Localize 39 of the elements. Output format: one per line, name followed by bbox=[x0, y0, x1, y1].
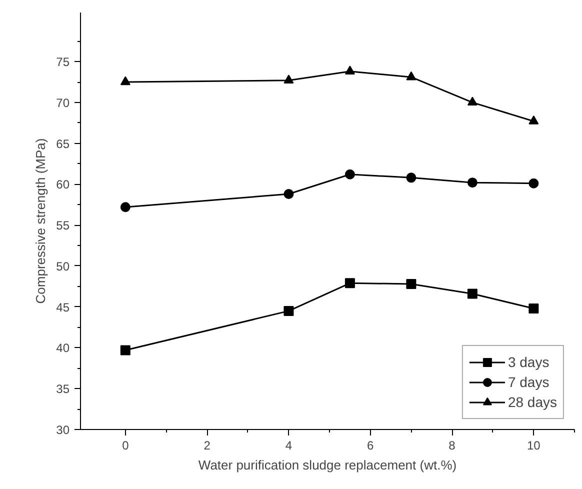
x-tick-label: 10 bbox=[527, 438, 541, 452]
point bbox=[528, 303, 539, 314]
x-tick-label: 2 bbox=[204, 438, 211, 452]
point bbox=[284, 189, 294, 200]
point bbox=[284, 74, 294, 84]
y-tick-label: 70 bbox=[56, 96, 70, 110]
y-tick-label: 40 bbox=[56, 341, 70, 356]
legend-label: 7 days bbox=[508, 374, 550, 390]
point bbox=[120, 76, 130, 86]
point bbox=[344, 278, 355, 288]
point bbox=[528, 178, 539, 188]
x-axis-title: Water purification sludge replacement (wt.%) bbox=[198, 458, 457, 472]
point bbox=[284, 306, 294, 316]
y-axis-title: Compressive strength (MPa) bbox=[33, 138, 48, 304]
point bbox=[120, 202, 130, 212]
point bbox=[406, 278, 416, 289]
legend-label: 28 days bbox=[508, 394, 557, 410]
point bbox=[344, 66, 355, 74]
x-tick-label: 0 bbox=[122, 438, 130, 452]
y-tick-label: 75 bbox=[56, 55, 70, 70]
x-tick-label: 6 bbox=[367, 438, 374, 452]
point bbox=[344, 169, 355, 180]
y-tick-label: 35 bbox=[56, 382, 70, 396]
y-tick-label: 60 bbox=[56, 178, 70, 192]
y-tick-label: 30 bbox=[56, 423, 70, 437]
point bbox=[467, 288, 478, 299]
point bbox=[528, 116, 539, 124]
y-tick-label: 55 bbox=[56, 218, 70, 233]
legend-label: 3 days bbox=[508, 354, 550, 370]
y-tick-label: 65 bbox=[56, 136, 70, 151]
point bbox=[406, 172, 416, 183]
x-tick-label: 8 bbox=[448, 438, 456, 452]
point bbox=[467, 96, 478, 106]
point bbox=[467, 178, 478, 188]
y-tick-label: 45 bbox=[56, 300, 70, 314]
x-tick-label: 4 bbox=[285, 438, 292, 452]
point bbox=[406, 71, 416, 80]
point bbox=[120, 345, 130, 356]
y-tick-label: 50 bbox=[56, 259, 70, 274]
